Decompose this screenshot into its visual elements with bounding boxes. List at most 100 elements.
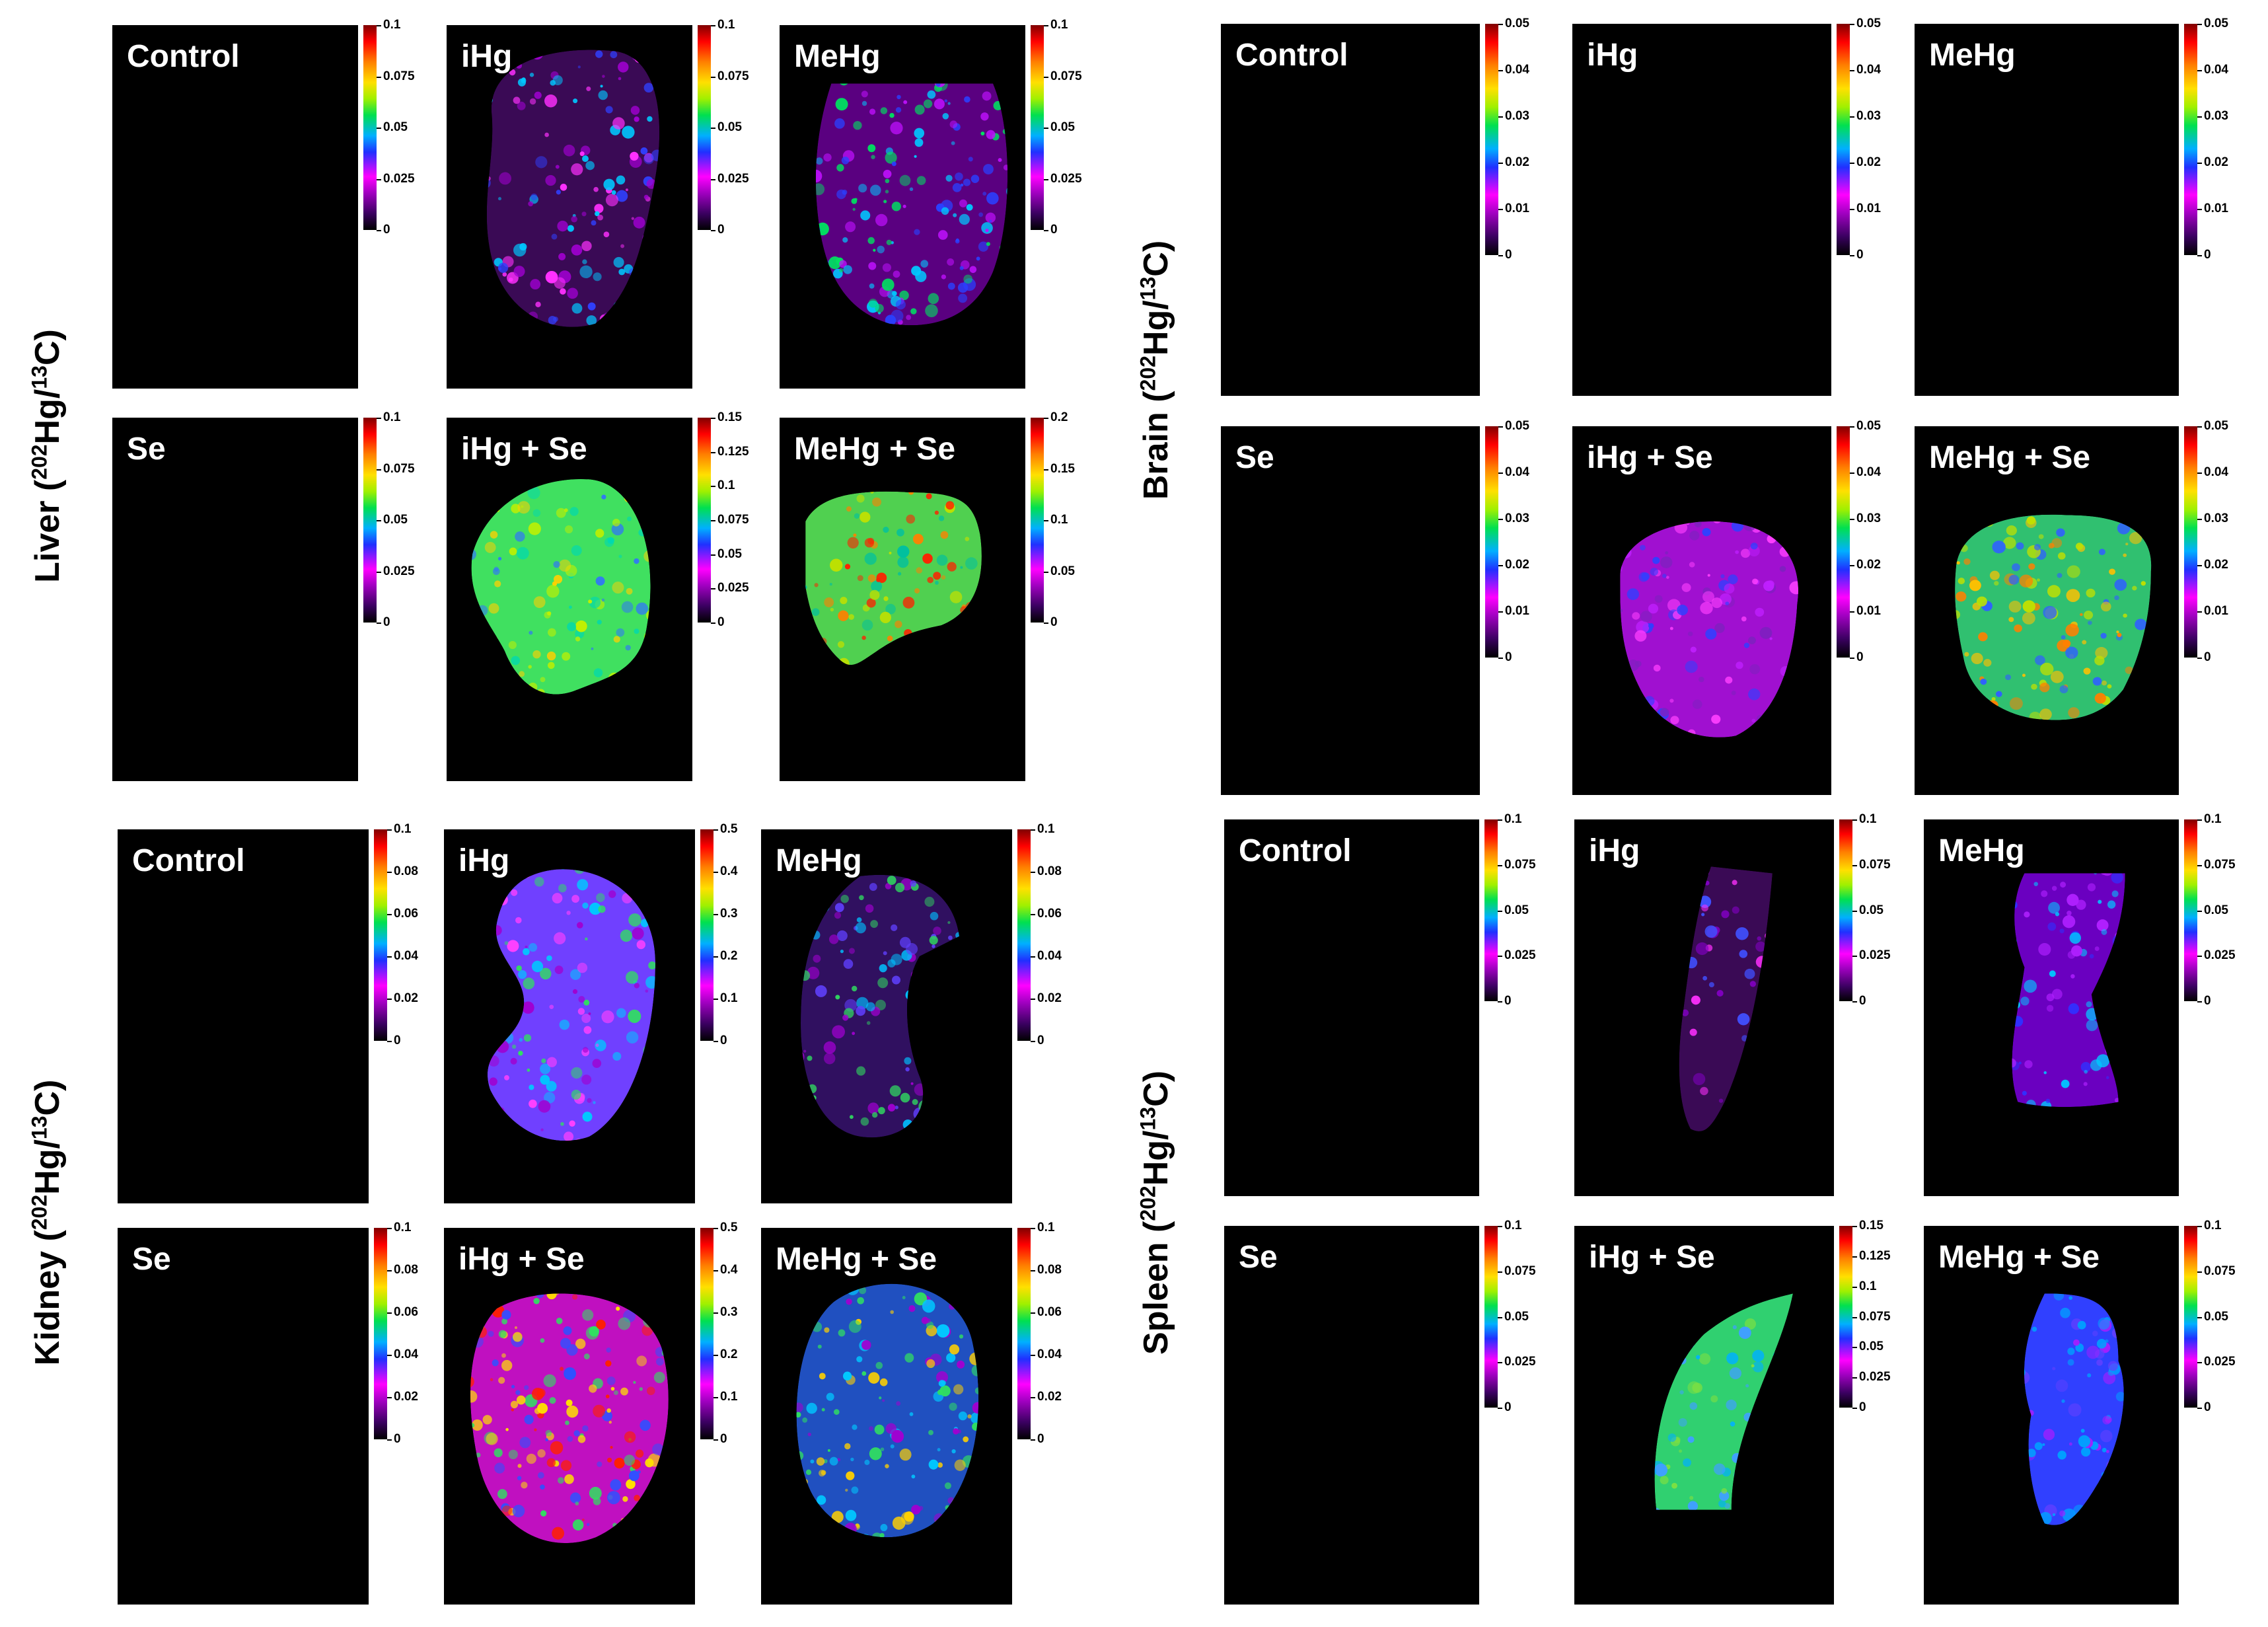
tissue-section xyxy=(2024,1293,2124,1525)
tissue-section xyxy=(1224,1226,1479,1605)
colorbar-tick-label: 0.1 xyxy=(2197,812,2222,826)
colorbar-tick-label: 0.075 xyxy=(2197,857,2236,872)
colorbar-tick-label: 0.025 xyxy=(1044,171,1082,186)
colorbar-tick-label: 0.02 xyxy=(1850,155,1881,169)
colorbar-tick-label: 0.1 xyxy=(376,18,401,32)
colorbar-tick-label: 0.04 xyxy=(2197,63,2228,77)
colorbar xyxy=(698,418,711,623)
tissue-image: iHg + Se xyxy=(1574,1226,1834,1605)
colorbar-tick-label: 0.05 xyxy=(2197,903,2228,917)
colorbar-tick-label: 0.025 xyxy=(1852,1370,1891,1384)
colorbar-tick-label: 0.03 xyxy=(1498,109,1529,123)
colorbar-tick-label: 0.01 xyxy=(2197,202,2228,215)
panel-title: MeHg + Se xyxy=(1929,440,2091,475)
colorbar xyxy=(1485,24,1498,255)
tissue-image: iHg xyxy=(444,829,695,1203)
colorbar-tick-label: 0.05 xyxy=(1852,903,1884,917)
colorbar-tick-label: 0.02 xyxy=(387,991,418,1005)
tissue-section xyxy=(486,50,660,327)
colorbar-tick-label: 0.04 xyxy=(387,949,418,963)
colorbar-tick-label: 0 xyxy=(2197,994,2211,1008)
colorbar-tick-label: 0 xyxy=(1850,248,1864,262)
panel-title: MeHg + Se xyxy=(794,432,956,467)
colorbar xyxy=(698,25,711,230)
colorbar-tick-label: 0.025 xyxy=(1498,1355,1536,1369)
colorbar-tick-label: 0.05 xyxy=(711,120,742,134)
colorbar-ticks: 0.1 0.075 0.05 0.025 0 xyxy=(2197,812,2263,1008)
tissue-section xyxy=(1915,24,2179,396)
colorbar-tick-label: 0.05 xyxy=(1498,903,1529,917)
colorbar-ticks: 0.1 0.08 0.06 0.04 0.02 0 xyxy=(1030,1221,1097,1446)
colorbar xyxy=(2184,1226,2197,1408)
colorbar-tick-label: 0.075 xyxy=(377,461,415,476)
ratio-unit: (202Hg/13C) xyxy=(27,1079,67,1252)
colorbar-ticks: 0.5 0.4 0.3 0.2 0.1 0 xyxy=(713,1221,780,1446)
colorbar-tick-label: 0.02 xyxy=(1031,1390,1062,1404)
colorbar xyxy=(1837,24,1850,255)
colorbar-tick-label: 0.05 xyxy=(1498,1309,1529,1324)
colorbar-tick-label: 0.1 xyxy=(1043,18,1068,32)
colorbar-tick-label: 0.1 xyxy=(1497,812,1522,826)
tissue-image: Control xyxy=(112,25,358,389)
tissue-section xyxy=(796,1283,979,1538)
colorbar-tick-label: 0.1 xyxy=(1030,822,1055,836)
tissue-image: iHg xyxy=(1574,819,1834,1196)
colorbar-ticks: 0.05 0.04 0.03 0.02 0.01 0 xyxy=(2197,419,2263,664)
tissue-image: MeHg + Se xyxy=(761,1228,1012,1605)
colorbar-tick-label: 0.125 xyxy=(1852,1248,1891,1263)
colorbar-tick-label: 0.05 xyxy=(1498,17,1529,30)
colorbar-tick-label: 0.075 xyxy=(711,513,749,527)
colorbar-tick-label: 0 xyxy=(1044,615,1058,629)
colorbar-tick-label: 0.04 xyxy=(1850,465,1881,479)
colorbar-tick-label: 0 xyxy=(711,615,725,629)
colorbar-ticks: 0.1 0.075 0.05 0.025 0 xyxy=(1852,812,1919,1008)
colorbar-tick-label: 0.05 xyxy=(2197,1309,2228,1324)
tissue-section xyxy=(801,874,959,1138)
tissue-image: iHg + Se xyxy=(447,418,692,781)
colorbar-tick-label: 0.05 xyxy=(1498,419,1529,433)
panel-liver-mehg: MeHg 0.1 0.075 0.05 0.025 0 xyxy=(780,18,1111,389)
colorbar-tick-label: 0.04 xyxy=(2197,465,2228,479)
colorbar xyxy=(1837,426,1850,658)
tissue-section xyxy=(2012,873,2125,1108)
tissue-image: Se xyxy=(118,1228,369,1605)
panel-brain-mehg: MeHg 0.05 0.04 0.03 0.02 0.01 0 xyxy=(1915,17,2265,396)
colorbar-tick-label: 0.025 xyxy=(711,171,749,186)
colorbar-tick-label: 0.04 xyxy=(1850,63,1881,77)
panel-liver-ihg-plus-se: iHg + Se 0.15 0.125 0.1 0.075 0.05 0.025 0 xyxy=(447,410,778,781)
panel-brain-ihg: iHg 0.05 0.04 0.03 0.02 0.01 0 xyxy=(1572,17,1917,396)
panel-spleen-se: Se 0.1 0.075 0.05 0.025 0 xyxy=(1224,1219,1565,1605)
tissue-section xyxy=(1654,1293,1793,1510)
colorbar-tick-label: 0.02 xyxy=(2197,155,2228,169)
ratio-unit: (202Hg/13C) xyxy=(1136,240,1176,412)
colorbar-tick-label: 0.125 xyxy=(711,444,749,459)
tissue-section xyxy=(487,869,655,1141)
colorbar-ticks: 0.1 0.075 0.05 0.025 0 xyxy=(710,18,777,237)
panel-title: iHg + Se xyxy=(1587,440,1713,475)
colorbar-tick-label: 0.025 xyxy=(377,171,415,186)
colorbar-tick-label: 0.03 xyxy=(2197,109,2228,123)
colorbar-ticks: 0.2 0.15 0.1 0.05 0 xyxy=(1043,410,1110,629)
colorbar-ticks: 0.05 0.04 0.03 0.02 0.01 0 xyxy=(1850,419,1916,664)
panel-title: MeHg xyxy=(794,39,881,74)
liver-row-label: Liver (202Hg/13C) xyxy=(28,329,67,583)
tissue-image: MeHg + Se xyxy=(780,418,1025,781)
colorbar-tick-label: 0.025 xyxy=(1852,948,1891,963)
panel-title: Se xyxy=(1235,440,1274,475)
colorbar-tick-label: 0.02 xyxy=(1498,155,1529,169)
panel-spleen-mehg-plus-se: MeHg + Se 0.1 0.075 0.05 0.025 0 xyxy=(1924,1219,2265,1605)
colorbar-tick-label: 0.05 xyxy=(711,547,742,561)
panel-title: MeHg xyxy=(1938,833,2025,868)
colorbar-tick-label: 0.025 xyxy=(2197,1355,2236,1369)
colorbar xyxy=(1031,25,1044,230)
panel-title: iHg xyxy=(461,39,513,74)
colorbar-tick-label: 0 xyxy=(713,1432,727,1446)
colorbar-tick-label: 0.15 xyxy=(1852,1219,1884,1232)
tissue-section xyxy=(815,83,1008,326)
spleen-row-label: Spleen (202Hg/13C) xyxy=(1136,1071,1176,1355)
tissue-section xyxy=(471,478,651,695)
colorbar-tick-label: 0.025 xyxy=(377,564,415,578)
colorbar-tick-label: 0.15 xyxy=(1044,461,1075,476)
colorbar-tick-label: 0.02 xyxy=(1850,558,1881,572)
colorbar-tick-label: 0 xyxy=(2197,248,2211,262)
